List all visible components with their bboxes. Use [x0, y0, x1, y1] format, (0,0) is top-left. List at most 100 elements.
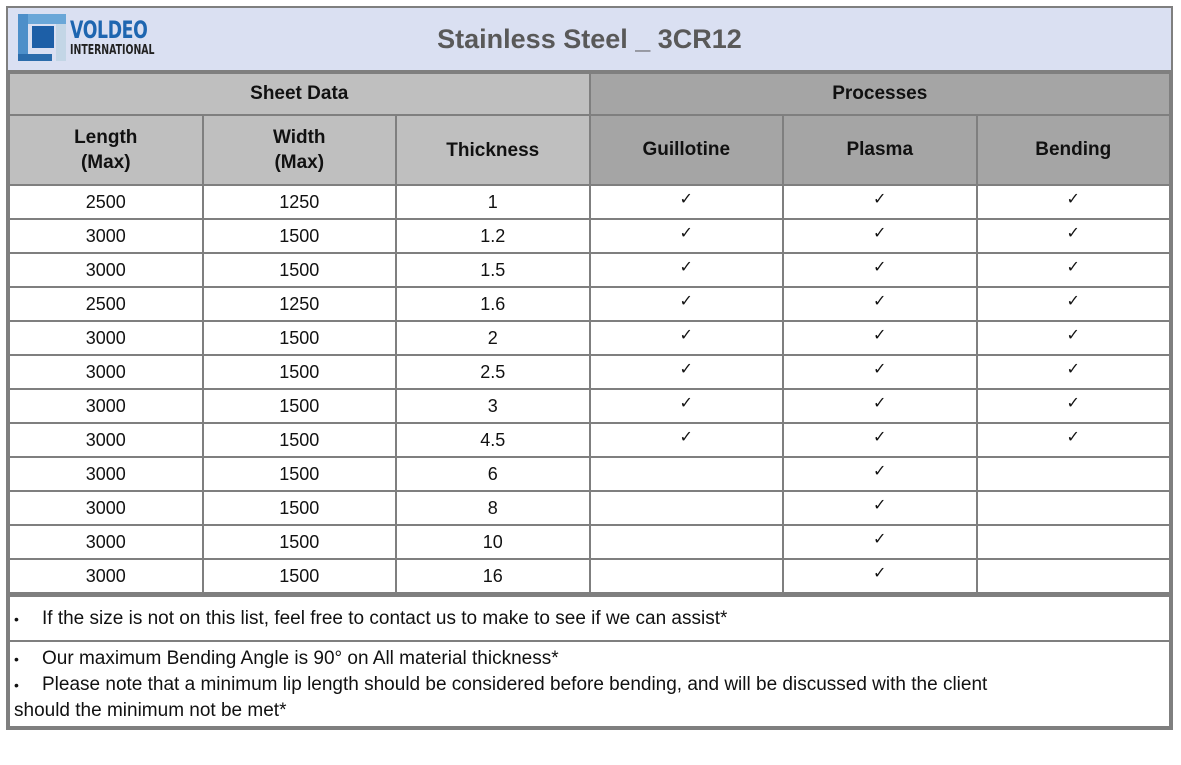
table-row: 3000 1500 3 ✓ ✓ ✓ — [8, 388, 1171, 424]
cell-thickness: 16 — [395, 558, 591, 594]
cell-guillotine: ✓ — [588, 320, 784, 356]
cell-thickness: 1.2 — [395, 218, 591, 254]
check-icon: ✓ — [1066, 190, 1080, 208]
group-header-sheet-data: Sheet Data — [8, 72, 591, 116]
logo-name: VOLDEO — [70, 16, 148, 44]
note-row-2: • Our maximum Bending Angle is 90° on All… — [8, 640, 1171, 728]
cell-width: 1500 — [201, 524, 397, 560]
bullet-icon: • — [14, 676, 19, 693]
check-icon: ✓ — [873, 326, 887, 344]
cell-guillotine: ✓ — [588, 286, 784, 322]
check-icon: ✓ — [679, 258, 693, 276]
cell-length: 3000 — [8, 524, 204, 560]
spec-table: Sheet Data Processes Length (Max) Width … — [8, 72, 1171, 594]
check-icon: ✓ — [873, 224, 887, 242]
check-icon: ✓ — [873, 496, 887, 514]
cell-guillotine: ✓ — [588, 252, 784, 288]
cell-guillotine — [588, 456, 784, 492]
cell-thickness: 1.5 — [395, 252, 591, 288]
cell-width: 1500 — [201, 388, 397, 424]
cell-width: 1500 — [201, 218, 397, 254]
check-icon: ✓ — [679, 224, 693, 242]
table-row: 3000 1500 4.5 ✓ ✓ ✓ — [8, 422, 1171, 458]
cell-thickness: 3 — [395, 388, 591, 424]
note-text: Our maximum Bending Angle is 90° on All … — [42, 647, 559, 669]
cell-guillotine: ✓ — [588, 184, 784, 220]
check-icon: ✓ — [873, 258, 887, 276]
check-icon: ✓ — [873, 190, 887, 208]
check-icon: ✓ — [679, 394, 693, 412]
cell-guillotine: ✓ — [588, 388, 784, 424]
cell-length: 3000 — [8, 422, 204, 458]
cell-width: 1500 — [201, 252, 397, 288]
cell-bending: ✓ — [975, 320, 1171, 356]
cell-length: 3000 — [8, 490, 204, 526]
cell-plasma: ✓ — [782, 218, 978, 254]
check-icon: ✓ — [1066, 292, 1080, 310]
cell-plasma: ✓ — [782, 456, 978, 492]
check-icon: ✓ — [1066, 326, 1080, 344]
table-row: 3000 1500 2.5 ✓ ✓ ✓ — [8, 354, 1171, 390]
cell-width: 1500 — [201, 320, 397, 356]
column-header-bending: Bending — [975, 114, 1171, 186]
cell-bending: ✓ — [975, 252, 1171, 288]
check-icon: ✓ — [873, 462, 887, 480]
table-row: 3000 1500 6 ✓ — [8, 456, 1171, 492]
check-icon: ✓ — [1066, 224, 1080, 242]
cell-plasma: ✓ — [782, 490, 978, 526]
check-icon: ✓ — [1066, 360, 1080, 378]
cell-plasma: ✓ — [782, 524, 978, 560]
cell-length: 2500 — [8, 286, 204, 322]
cell-plasma: ✓ — [782, 558, 978, 594]
cell-bending: ✓ — [975, 354, 1171, 390]
check-icon: ✓ — [679, 360, 693, 378]
table-row: 3000 1500 16 ✓ — [8, 558, 1171, 594]
table-row: 3000 1500 10 ✓ — [8, 524, 1171, 560]
note-text: should the minimum not be met* — [14, 699, 287, 721]
cell-length: 3000 — [8, 388, 204, 424]
cell-length: 3000 — [8, 218, 204, 254]
cell-bending: ✓ — [975, 422, 1171, 458]
check-icon: ✓ — [873, 292, 887, 310]
check-icon: ✓ — [873, 530, 887, 548]
check-icon: ✓ — [1066, 258, 1080, 276]
cell-length: 3000 — [8, 558, 204, 594]
cell-bending: ✓ — [975, 218, 1171, 254]
cell-length: 3000 — [8, 456, 204, 492]
title-bar: VOLDEO INTERNATIONAL Stainless Steel _ 3… — [8, 8, 1171, 72]
note-text: Please note that a minimum lip length sh… — [42, 673, 988, 695]
cell-thickness: 1.6 — [395, 286, 591, 322]
cell-plasma: ✓ — [782, 422, 978, 458]
cell-guillotine — [588, 490, 784, 526]
cell-guillotine: ✓ — [588, 354, 784, 390]
cell-bending — [975, 456, 1171, 492]
cell-length: 3000 — [8, 320, 204, 356]
cell-guillotine — [588, 558, 784, 594]
cell-bending: ✓ — [975, 184, 1171, 220]
check-icon: ✓ — [1066, 428, 1080, 446]
table-row: 3000 1500 8 ✓ — [8, 490, 1171, 526]
bullet-icon: • — [14, 650, 19, 667]
cell-bending: ✓ — [975, 286, 1171, 322]
cell-thickness: 10 — [395, 524, 591, 560]
cell-thickness: 2 — [395, 320, 591, 356]
cell-thickness: 2.5 — [395, 354, 591, 390]
note-row-1: • If the size is not on this list, feel f… — [8, 594, 1171, 642]
cell-length: 3000 — [8, 354, 204, 390]
cell-bending: ✓ — [975, 388, 1171, 424]
note-text: If the size is not on this list, feel fr… — [42, 607, 728, 629]
check-icon: ✓ — [873, 428, 887, 446]
logo-mark-icon — [18, 14, 66, 61]
cell-plasma: ✓ — [782, 252, 978, 288]
page-title: Stainless Steel _ 3CR12 — [437, 24, 742, 54]
check-icon: ✓ — [679, 190, 693, 208]
group-header-processes: Processes — [588, 72, 1171, 116]
cell-thickness: 1 — [395, 184, 591, 220]
cell-plasma: ✓ — [782, 286, 978, 322]
notes-section: • If the size is not on this list, feel f… — [8, 594, 1171, 728]
cell-thickness: 4.5 — [395, 422, 591, 458]
cell-length: 2500 — [8, 184, 204, 220]
cell-plasma: ✓ — [782, 388, 978, 424]
table-row: 3000 1500 1.5 ✓ ✓ ✓ — [8, 252, 1171, 288]
cell-width: 1250 — [201, 286, 397, 322]
